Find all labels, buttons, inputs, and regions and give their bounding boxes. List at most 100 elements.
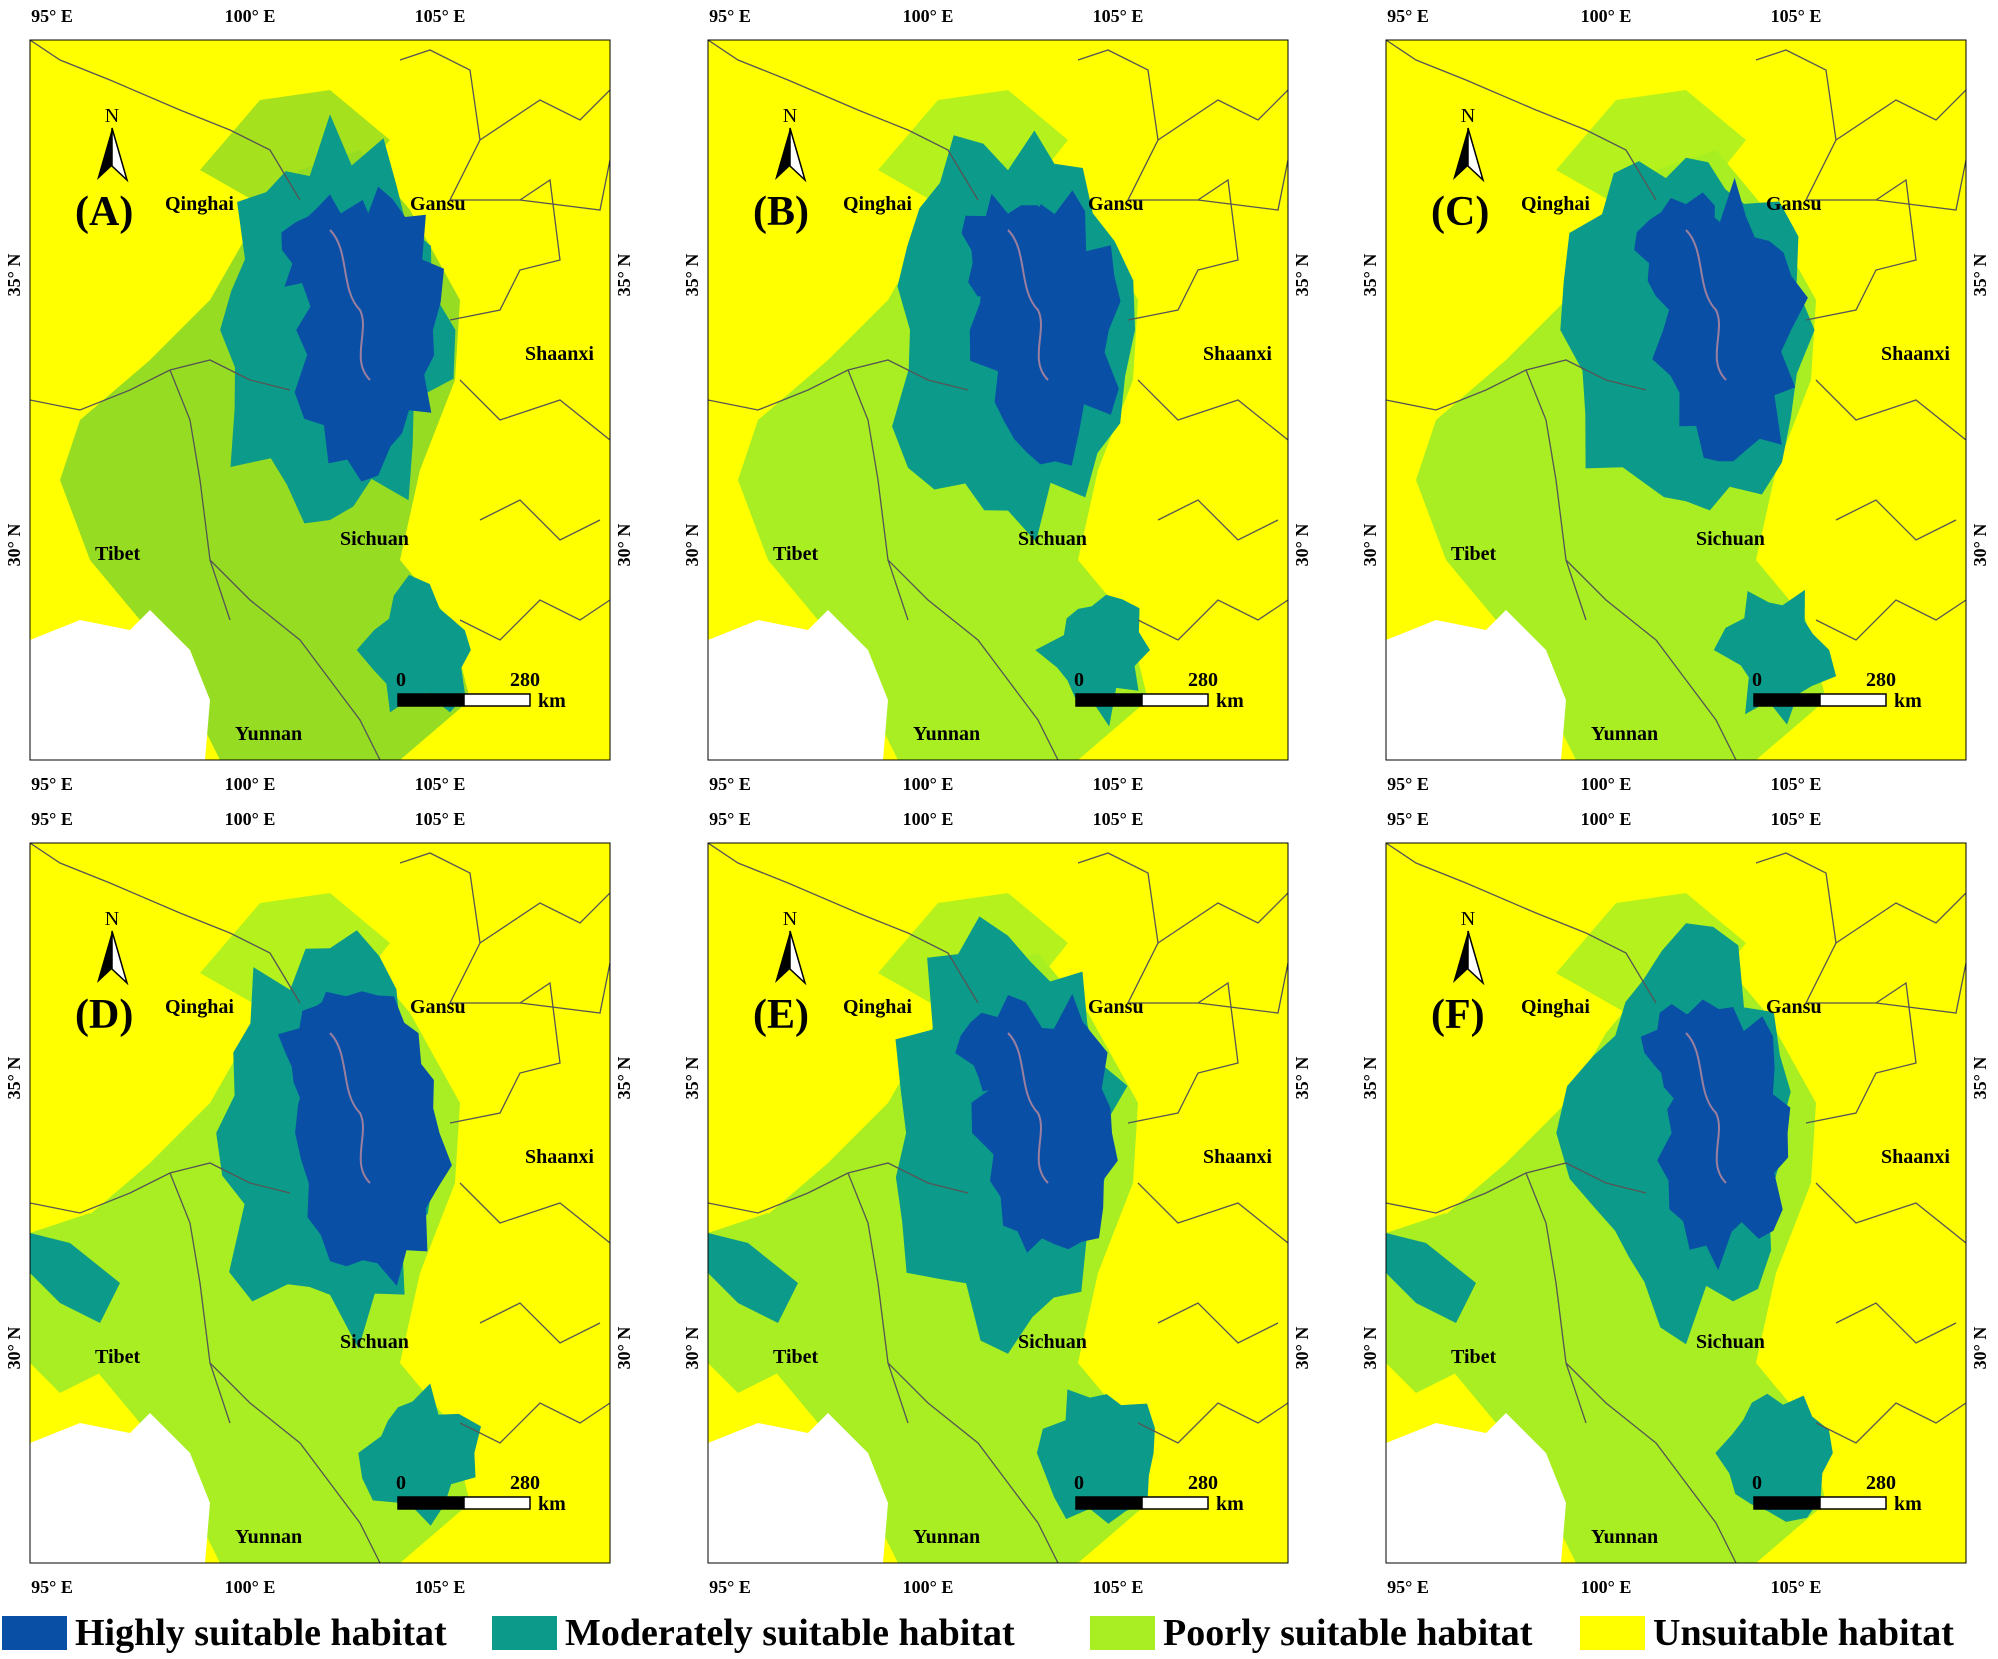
lon-tick-label: 100° E — [903, 1577, 954, 1597]
province-border — [1157, 892, 1288, 944]
lon-tick-label: 105° E — [415, 6, 466, 26]
lon-tick-label: 100° E — [1581, 809, 1632, 829]
lat-tick-label: 35° N — [1970, 1057, 1990, 1100]
lon-tick-label: 105° E — [415, 774, 466, 794]
legend-swatch — [492, 1616, 557, 1650]
map-frame — [707, 39, 1289, 761]
province-border — [1815, 379, 1966, 441]
province-border — [1525, 369, 1587, 621]
north-label: N — [105, 105, 119, 127]
scale-start-label: 0 — [1752, 669, 1762, 691]
region-label-sichuan: Sichuan — [1018, 528, 1087, 550]
moderately-suitable-area — [1386, 1233, 1476, 1323]
legend-item-poorly: Poorly suitable habitat — [1090, 1610, 1532, 1656]
province-border — [1835, 1302, 1957, 1344]
map-svg: 95° E 95° E 100° E 100° E 105° E 105° E 35° N 3… — [1360, 809, 1990, 1597]
lon-tick-label: 95° E — [31, 6, 73, 26]
region-label-qinghai: Qinghai — [843, 193, 912, 215]
highly-suitable-area — [961, 193, 1057, 306]
north-arrow-icon — [775, 127, 807, 183]
map-svg: 95° E 95° E 100° E 100° E 105° E 105° E 35° N 3… — [1360, 6, 1990, 794]
scale-start-label: 0 — [1752, 1472, 1762, 1494]
lat-tick-label: 30° N — [682, 1327, 702, 1370]
north-label: N — [783, 105, 797, 127]
province-border — [1157, 1302, 1279, 1344]
region-label-tibet: Tibet — [1451, 543, 1497, 565]
province-border — [1137, 599, 1288, 641]
lon-tick-label: 95° E — [709, 6, 751, 26]
scale-end-label: 280 — [1866, 669, 1896, 691]
province-border — [479, 499, 601, 541]
province-border — [1197, 159, 1288, 211]
lon-tick-label: 105° E — [1093, 1577, 1144, 1597]
region-label-sichuan: Sichuan — [340, 528, 409, 550]
river-line — [1007, 1032, 1049, 1184]
region-label-gansu: Gansu — [410, 193, 466, 215]
province-border — [1157, 89, 1288, 141]
map-svg: 95° E 95° E 100° E 100° E 105° E 105° E 35° N 3… — [4, 6, 634, 794]
moderately-suitable-area — [1035, 594, 1150, 727]
province-border — [1137, 379, 1288, 441]
map-panel-b: 95° E 95° E 100° E 100° E 105° E 105° E 35° N 3… — [678, 0, 1356, 803]
legend-item-highly: Highly suitable habitat — [2, 1610, 447, 1656]
legend-swatch — [2, 1616, 67, 1650]
lon-tick-label: 100° E — [1581, 774, 1632, 794]
legend-swatch — [1580, 1616, 1645, 1650]
north-arrow-icon — [1453, 930, 1485, 986]
region-label-shaanxi: Shaanxi — [1881, 343, 1950, 365]
province-border — [479, 892, 610, 944]
panel-letter: (F) — [1431, 992, 1485, 1038]
lat-tick-label: 30° N — [1970, 1327, 1990, 1370]
lon-tick-label: 95° E — [31, 774, 73, 794]
moderately-suitable-area — [356, 574, 471, 713]
moderately-suitable-area — [358, 1383, 481, 1526]
lat-tick-label: 35° N — [614, 254, 634, 297]
lon-tick-label: 95° E — [1387, 6, 1429, 26]
lon-tick-label: 100° E — [1581, 6, 1632, 26]
province-border — [1815, 1182, 1966, 1244]
region-label-gansu: Gansu — [1766, 996, 1822, 1018]
legend-item-moderately: Moderately suitable habitat — [492, 1610, 1015, 1656]
province-border — [1386, 40, 1657, 201]
north-arrow-icon — [775, 930, 807, 986]
lat-tick-label: 35° N — [1292, 1057, 1312, 1100]
river-line — [1007, 229, 1049, 381]
scale-end-label: 280 — [1188, 1472, 1218, 1494]
map-panel-f: 95° E 95° E 100° E 100° E 105° E 105° E 35° N 3… — [1356, 803, 1998, 1606]
lon-tick-label: 95° E — [31, 1577, 73, 1597]
outside-area — [30, 610, 210, 760]
lon-tick-label: 100° E — [225, 1577, 276, 1597]
scale-unit-label: km — [538, 690, 566, 712]
lat-tick-label: 35° N — [682, 254, 702, 297]
map-frame — [1385, 39, 1967, 761]
highly-suitable-area — [278, 996, 377, 1112]
province-border — [847, 369, 909, 621]
outside-area — [708, 610, 888, 760]
map-panel-c: 95° E 95° E 100° E 100° E 105° E 105° E 35° N 3… — [1356, 0, 1998, 803]
province-border — [459, 1402, 610, 1444]
north-label: N — [105, 908, 119, 930]
province-border — [519, 159, 610, 211]
region-label-sichuan: Sichuan — [1696, 1331, 1765, 1353]
scale-start-label: 0 — [1074, 669, 1084, 691]
lat-tick-label: 35° N — [1360, 1057, 1380, 1100]
province-border — [708, 40, 979, 201]
river-line — [329, 229, 371, 381]
scale-end-label: 280 — [1188, 669, 1218, 691]
lon-tick-label: 105° E — [415, 1577, 466, 1597]
lat-tick-label: 30° N — [4, 1327, 24, 1370]
province-border — [169, 1172, 231, 1424]
province-border — [887, 559, 1059, 760]
map-svg: 95° E 95° E 100° E 100° E 105° E 105° E 35° N 3… — [4, 809, 634, 1597]
legend-label: Poorly suitable habitat — [1163, 1612, 1533, 1654]
scale-start-label: 0 — [396, 669, 406, 691]
lon-tick-label: 100° E — [903, 774, 954, 794]
legend-label: Highly suitable habitat — [75, 1612, 447, 1654]
panel-letter: (E) — [753, 992, 809, 1038]
lat-tick-label: 30° N — [1970, 524, 1990, 567]
region-label-yunnan: Yunnan — [1591, 723, 1658, 745]
panel-letter: (A) — [75, 189, 133, 235]
panel-letter: (D) — [75, 992, 133, 1038]
north-label: N — [783, 908, 797, 930]
panel-letter: (B) — [753, 189, 809, 235]
